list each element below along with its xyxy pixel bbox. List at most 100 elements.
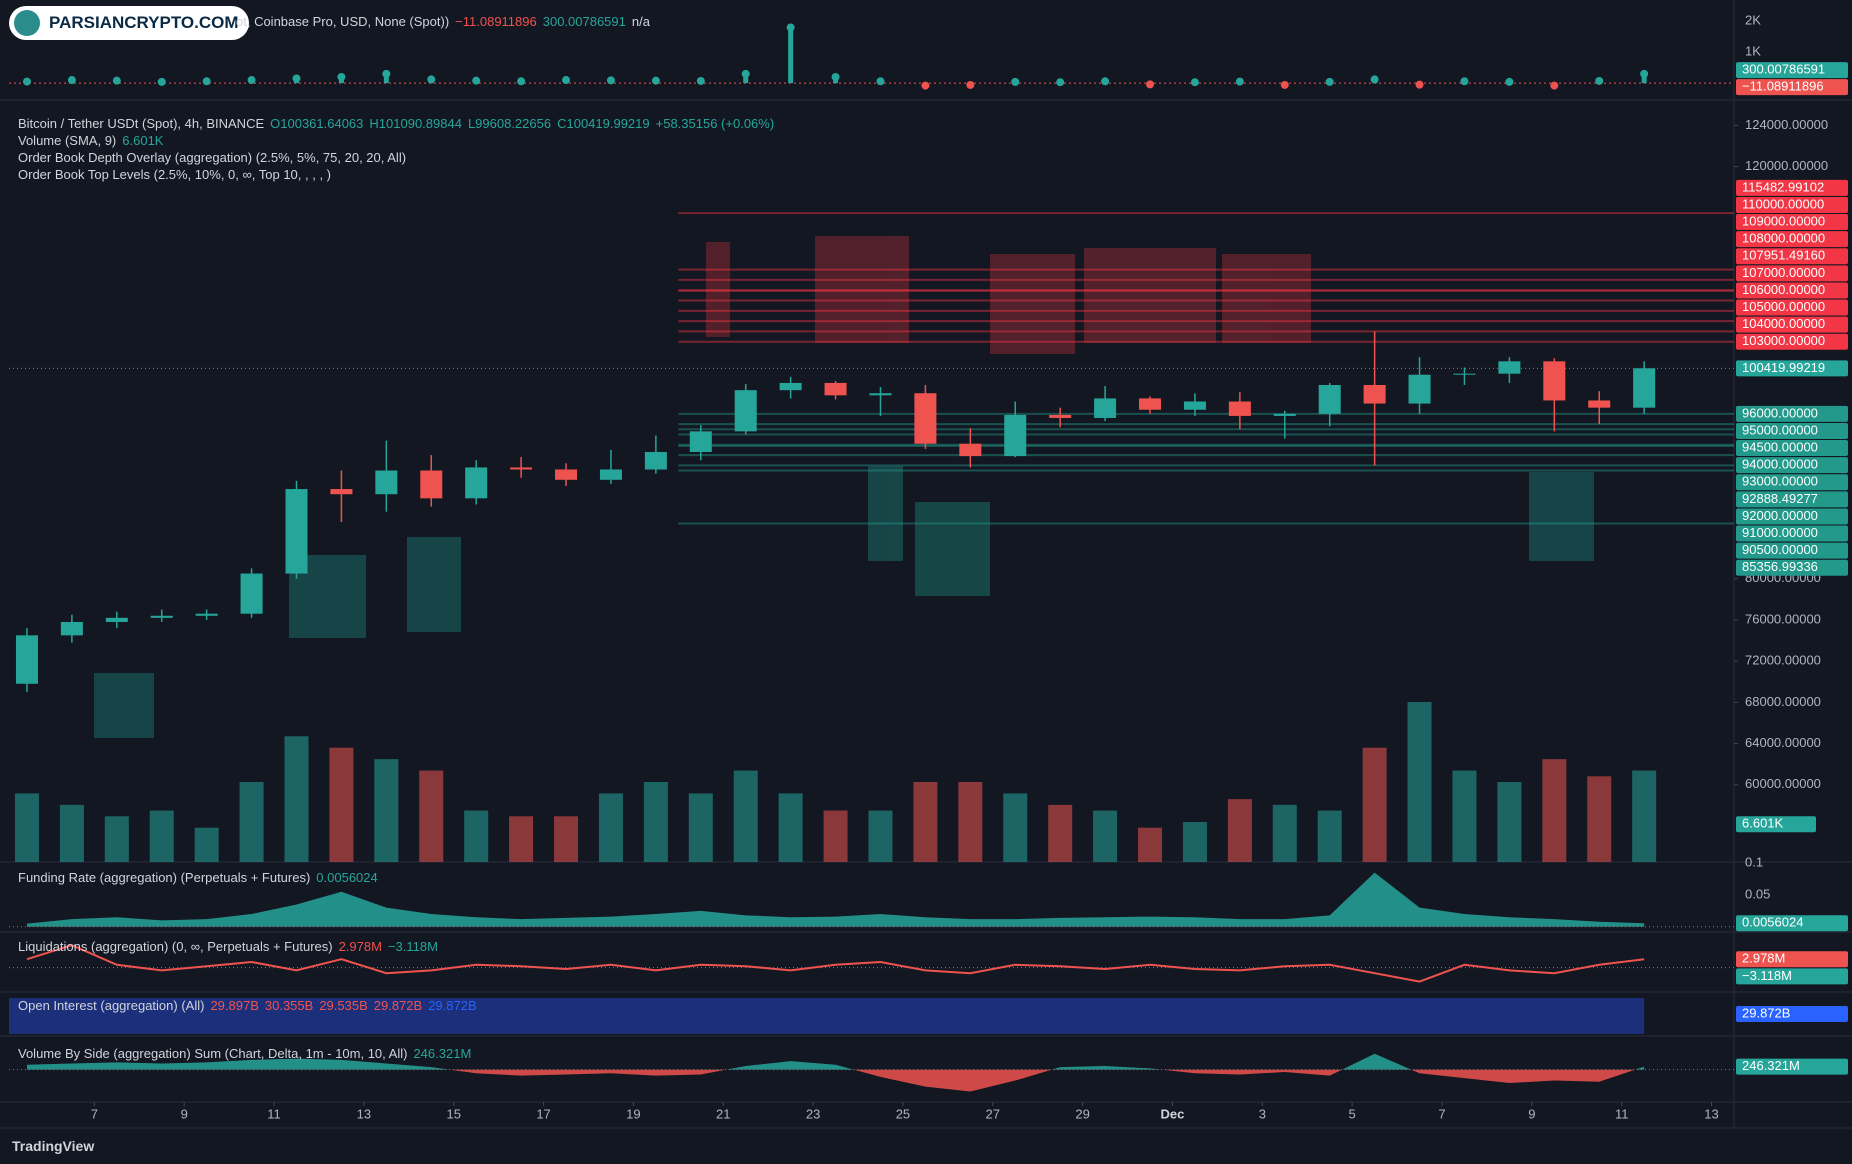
depth-block: [990, 254, 1075, 354]
bid-level-marker: [1736, 559, 1848, 576]
bid-level-label: 92888.49277: [1742, 491, 1818, 506]
x-tick-label: 29: [1075, 1106, 1089, 1121]
candle-body: [1318, 385, 1341, 414]
volume-bar: [374, 759, 399, 862]
candle-body: [869, 393, 892, 396]
volume-bar: [1452, 770, 1477, 862]
candle-body: [285, 489, 308, 574]
axis-marker: [1736, 915, 1848, 932]
y-tick-label: 0.05: [1745, 886, 1770, 901]
candle-body: [195, 613, 218, 616]
x-tick-label: 7: [91, 1106, 98, 1121]
dot: [1146, 80, 1155, 89]
dot: [562, 76, 571, 85]
candle-body: [1588, 400, 1611, 408]
axis-marker-label: 246.321M: [1742, 1058, 1800, 1073]
ask-level-label: 108000.00000: [1742, 231, 1825, 246]
overlay-legend: Order Book Top Levels (2.5%, 10%, 0, ∞, …: [18, 167, 332, 182]
candle-body: [644, 451, 667, 470]
x-tick-label: 3: [1259, 1106, 1266, 1121]
dot: [1325, 77, 1334, 86]
dot: [292, 74, 301, 83]
x-tick-label: 13: [357, 1106, 371, 1121]
bid-level-marker: [1736, 422, 1848, 439]
volume-bar: [194, 827, 219, 862]
y-tick-label: 76000.00000: [1745, 611, 1821, 626]
x-tick-label: 7: [1438, 1106, 1445, 1121]
dot: [1505, 77, 1514, 86]
candle-body: [555, 469, 578, 480]
candle-body: [734, 390, 757, 432]
candle-body: [1139, 398, 1162, 410]
ask-level-marker: [1736, 265, 1848, 282]
legend-value: 30.355B: [264, 998, 314, 1013]
candle-body: [465, 467, 488, 499]
axis-marker-label: 300.00786591: [1742, 62, 1825, 77]
dot: [67, 76, 76, 85]
axis-marker-label: −3.118M: [1742, 968, 1792, 983]
dot: [1235, 77, 1244, 86]
ask-level-marker: [1736, 231, 1848, 248]
candle-body: [240, 573, 263, 614]
bid-level-label: 94000.00000: [1742, 457, 1818, 472]
depth-block: [1222, 254, 1311, 343]
legend-value: 6.601K: [122, 133, 164, 148]
candle-body: [689, 431, 712, 452]
legend-value: 300.00786591: [542, 14, 626, 29]
dot: [651, 76, 660, 85]
legend-value: 29.535B: [319, 998, 368, 1013]
candle-body: [1094, 398, 1117, 418]
legend-title: ot, Coinbase Pro, USD, None (Spot)): [236, 14, 450, 29]
dot: [517, 77, 526, 86]
axis-marker: [1736, 968, 1848, 985]
x-tick-label: 25: [896, 1106, 910, 1121]
legend-value: 29.897B: [210, 998, 259, 1013]
dot: [247, 76, 256, 85]
dot: [786, 23, 795, 32]
bid-level-marker: [1736, 525, 1848, 542]
watermark-text: PARSIANCRYPTO.COM: [49, 13, 239, 32]
axis-marker-label: 6.601K: [1742, 816, 1784, 831]
ask-level-label: 109000.00000: [1742, 213, 1825, 228]
volume-bar: [1542, 759, 1567, 862]
volume-bar: [778, 793, 803, 862]
candle-body: [510, 467, 533, 470]
bid-level-label: 92000.00000: [1742, 508, 1818, 523]
axis-marker-label: 100419.99219: [1742, 360, 1825, 375]
bid-level-marker: [1736, 474, 1848, 491]
depth-overlay: [94, 236, 1594, 738]
oi-band: [9, 998, 1645, 1034]
depth-block: [1529, 472, 1594, 561]
volume-bar: [1362, 747, 1387, 862]
candle-body: [914, 393, 937, 444]
y-tick-label: 60000.00000: [1745, 776, 1821, 791]
y-tick-label: 1K: [1745, 44, 1761, 59]
ask-level-label: 106000.00000: [1742, 282, 1825, 297]
volume-bar: [14, 793, 39, 862]
volume-bar: [958, 782, 983, 862]
dot: [22, 77, 31, 86]
area-negative: [26, 1069, 1645, 1092]
volume-bar: [284, 736, 309, 862]
axis-marker: [1736, 816, 1816, 833]
x-tick-label: 19: [626, 1106, 640, 1121]
y-tick-label: 0.1: [1745, 854, 1763, 869]
volume-bar: [598, 793, 623, 862]
volume-bar: [688, 793, 713, 862]
overlay-legend: Order Book Depth Overlay (aggregation) (…: [18, 150, 407, 165]
dot: [1460, 77, 1469, 86]
x-tick-label: 9: [181, 1106, 188, 1121]
pane-legend: Volume (SMA, 9) 6.601K: [18, 132, 169, 149]
dot: [876, 77, 885, 86]
bid-level-marker: [1736, 508, 1848, 525]
x-tick-label: 17: [536, 1106, 550, 1121]
bid-level-marker: [1736, 457, 1848, 474]
x-tick-label: 13: [1704, 1106, 1718, 1121]
depth-block: [706, 242, 730, 337]
volume-bar: [239, 782, 264, 862]
volume-bar: [1182, 822, 1207, 862]
volume-bar: [1497, 782, 1522, 862]
candle-body: [779, 382, 802, 391]
